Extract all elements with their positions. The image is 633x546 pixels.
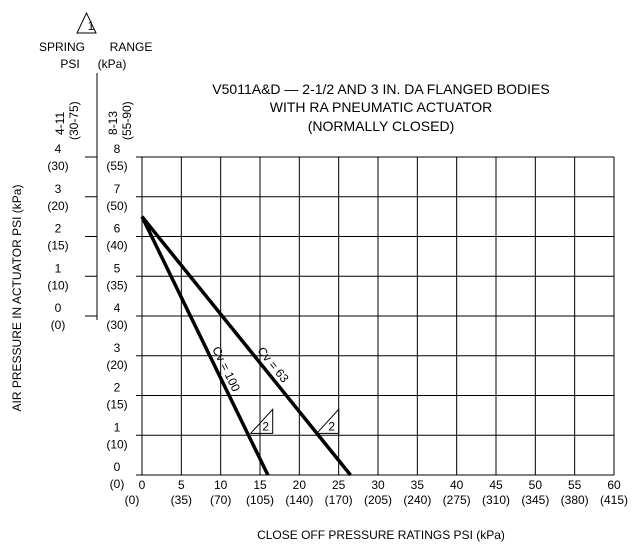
x-tick-label: 45 xyxy=(489,478,503,492)
spring-range-4-11-kpa: (30-75) xyxy=(67,101,81,140)
spring-scale-label: 1 xyxy=(55,261,62,275)
spring-units-psi: PSI xyxy=(60,57,79,71)
x-tick-label-kpa: (415) xyxy=(600,493,628,507)
x-tick-label: 15 xyxy=(253,478,267,492)
x-tick-label-kpa: (275) xyxy=(443,493,471,507)
spring-range-header: 1 SPRING RANGE PSI (kPa) 4-11 (30-75) 8-… xyxy=(39,11,153,157)
y-tick-label-kpa: (35) xyxy=(106,278,127,292)
spring-label: SPRING xyxy=(39,40,85,54)
y-tick-label-kpa: (50) xyxy=(106,199,127,213)
spring-scale-label-kpa: (0) xyxy=(51,318,66,332)
y-tick-label-kpa: (40) xyxy=(106,239,127,253)
note-1-number: 1 xyxy=(88,19,95,33)
series-line xyxy=(140,215,270,476)
spring-range-8-13-kpa: (55-90) xyxy=(120,101,134,140)
y-tick-label: 4 xyxy=(114,301,121,315)
y-tick-label-kpa: (0) xyxy=(110,477,125,491)
note-2-number: 2 xyxy=(328,419,335,433)
x-tick-label-kpa: (105) xyxy=(246,493,274,507)
x-tick-label-kpa: (0) xyxy=(125,493,140,507)
spring-scale-label: 2 xyxy=(55,222,62,236)
note-2-number: 2 xyxy=(262,419,269,433)
x-tick-label-kpa: (380) xyxy=(561,493,589,507)
x-tick-label: 60 xyxy=(607,478,621,492)
x-tick-label-kpa: (170) xyxy=(325,493,353,507)
spring-scale-label: 4 xyxy=(55,142,62,156)
x-axis-label: CLOSE OFF PRESSURE RATINGS PSI (kPa) xyxy=(257,528,505,542)
note-1-triangle xyxy=(76,11,97,34)
y-tick-label: 0 xyxy=(114,460,121,474)
x-tick-label: 5 xyxy=(178,478,185,492)
y-tick-label-kpa: (15) xyxy=(106,398,127,412)
grid xyxy=(136,156,615,476)
chart-title: V5011A&D — 2-1/2 AND 3 IN. DA FLANGED BO… xyxy=(212,81,549,134)
x-tick-label-kpa: (240) xyxy=(403,493,431,507)
y-tick-label: 2 xyxy=(114,381,121,395)
spring-scale-label: 0 xyxy=(55,301,62,315)
y-axis-label: AIR PRESSURE IN ACTUATOR PSI (kPa) xyxy=(10,185,24,412)
spring-units-kpa: (kPa) xyxy=(98,57,127,71)
series-line xyxy=(140,215,352,477)
y-tick-label: 8 xyxy=(114,142,121,156)
title-line-2: WITH RA PNEUMATIC ACTUATOR xyxy=(270,99,492,115)
y-tick-label-kpa: (10) xyxy=(106,437,127,451)
spring-range-4-11: 4-11 xyxy=(53,112,67,135)
note-2-triangle xyxy=(249,408,274,434)
title-line-1: V5011A&D — 2-1/2 AND 3 IN. DA FLANGED BO… xyxy=(212,81,549,97)
x-tick-label: 0 xyxy=(139,478,146,492)
spring-scale-label: 3 xyxy=(55,182,62,196)
x-tick-label-kpa: (345) xyxy=(521,493,549,507)
spring-scale-label-kpa: (30) xyxy=(47,159,68,173)
x-tick-label-kpa: (205) xyxy=(364,493,392,507)
title-line-3: (NORMALLY CLOSED) xyxy=(308,118,455,134)
x-tick-label: 20 xyxy=(293,478,307,492)
y-tick-label-kpa: (20) xyxy=(106,358,127,372)
range-label: RANGE xyxy=(110,40,153,54)
x-tick-label-kpa: (310) xyxy=(482,493,510,507)
x-tick-labels: 0(0)5(35)10(70)15(105)20(140)25(170)30(2… xyxy=(125,478,628,507)
x-tick-label: 40 xyxy=(450,478,464,492)
y-tick-label: 5 xyxy=(114,261,121,275)
x-tick-label: 25 xyxy=(332,478,346,492)
y-tick-labels: 0 (0) 1 (10) 2 (15) 3 (20) 4 (30) 5 (35) 6 (40) 7 (50) 8… xyxy=(106,142,127,491)
spring-scale-label-kpa: (20) xyxy=(47,199,68,213)
y-tick-label: 6 xyxy=(114,222,121,236)
y-tick-label: 3 xyxy=(114,341,121,355)
x-tick-label: 30 xyxy=(371,478,385,492)
y-tick-label: 7 xyxy=(114,182,121,196)
x-tick-label: 35 xyxy=(411,478,425,492)
spring-scale: 4 (30) 3 (20) 2 (15) 1 (10) 0 (0) xyxy=(47,142,98,332)
x-tick-label: 50 xyxy=(529,478,543,492)
spring-scale-label-kpa: (15) xyxy=(47,239,68,253)
note-2-triangle xyxy=(315,408,340,434)
y-tick-label-kpa: (30) xyxy=(106,318,127,332)
spring-range-8-13: 8-13 xyxy=(106,111,120,135)
x-tick-label: 10 xyxy=(214,478,228,492)
y-tick-label-kpa: (55) xyxy=(106,159,127,173)
x-tick-label-kpa: (35) xyxy=(171,493,192,507)
x-tick-label: 55 xyxy=(568,478,582,492)
spring-scale-label-kpa: (10) xyxy=(47,278,68,292)
x-tick-label-kpa: (140) xyxy=(285,493,313,507)
y-tick-label: 1 xyxy=(114,420,121,434)
x-tick-label-kpa: (70) xyxy=(210,493,231,507)
